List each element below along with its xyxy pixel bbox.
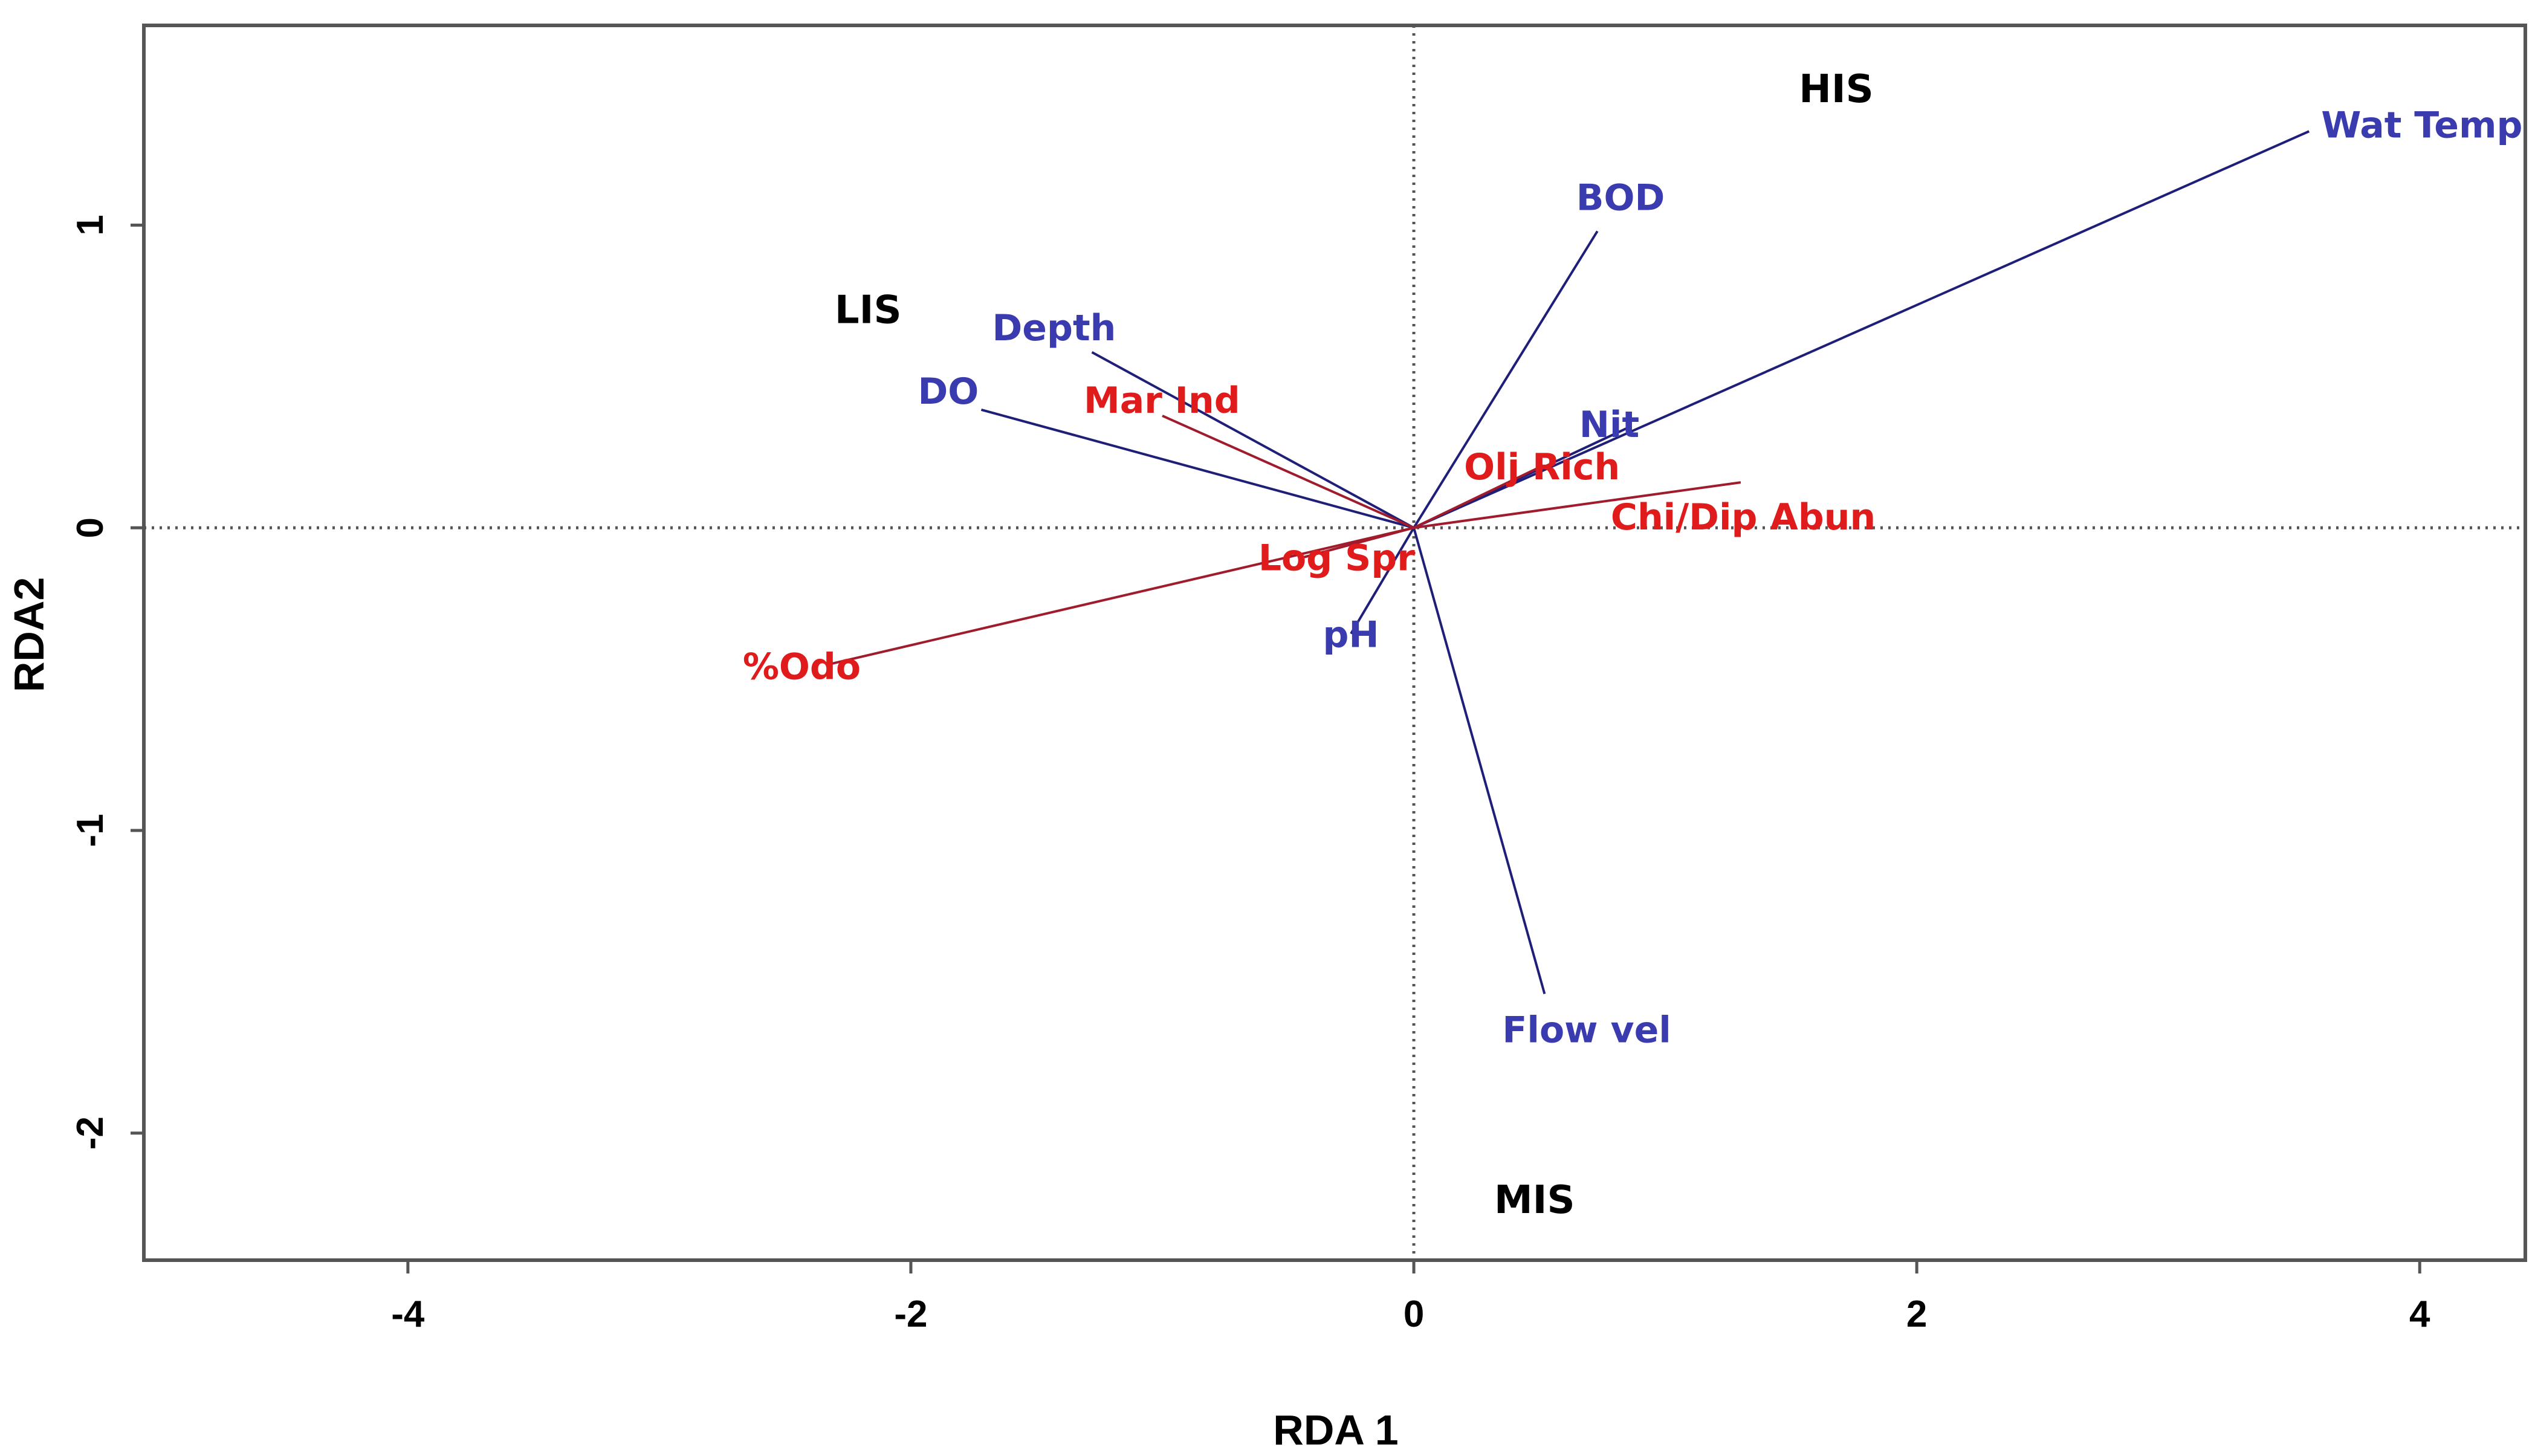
label-wat-temp: Wat Temp xyxy=(2321,104,2522,146)
vector--odo xyxy=(830,526,1414,665)
biplot-labels: Wat Temp BOD Depth DO Flow vel Nit pH Mar Ind %O… xyxy=(743,104,2523,1051)
vector-bod xyxy=(1413,230,1599,529)
x-tick-label: -2 xyxy=(894,1293,927,1335)
x-tick-label: 0 xyxy=(1403,1293,1424,1335)
vector-depth xyxy=(1091,351,1415,529)
vector-mar-ind xyxy=(1162,415,1414,529)
x-tick-label: -4 xyxy=(391,1293,425,1335)
label-do: DO xyxy=(918,370,979,413)
label-log-spr: Log Spr xyxy=(1258,537,1415,579)
x-tick-label: 4 xyxy=(2409,1293,2430,1335)
vector-olj-rich xyxy=(1413,466,1540,529)
y-axis-title: RDA2 xyxy=(5,577,53,693)
y-tick-label: 1 xyxy=(70,215,111,235)
x-tick-label: 2 xyxy=(1906,1293,1927,1335)
label-depth: Depth xyxy=(992,307,1116,349)
label-chi-dip-abun: Chi/Dip Abun xyxy=(1611,496,1876,539)
label-flow-vel: Flow vel xyxy=(1502,1009,1671,1051)
vector-wat-temp xyxy=(1413,130,2310,529)
label-mar-ind: Mar Ind xyxy=(1084,380,1240,422)
y-axis-ticks: -2 -1 0 1 xyxy=(70,215,144,1150)
site-labels: HIS LIS MIS xyxy=(835,67,1874,1223)
vector-log-spr xyxy=(1300,526,1414,560)
vector-do xyxy=(980,409,1414,529)
vector-ph xyxy=(1350,527,1415,635)
label-ph: pH xyxy=(1323,613,1379,656)
vector-flow-vel xyxy=(1413,527,1546,994)
x-axis-title: RDA 1 xyxy=(1273,1406,1398,1454)
site-his: HIS xyxy=(1799,67,1873,112)
y-tick-label: -1 xyxy=(70,814,111,847)
plot-frame xyxy=(142,24,2527,1262)
label-nit: Nit xyxy=(1579,404,1639,446)
site-lis: LIS xyxy=(835,288,902,333)
y-tick-label: 0 xyxy=(70,517,111,538)
label-olj-rich: Olj Rich xyxy=(1464,446,1620,488)
label--odo: %Odo xyxy=(743,646,861,688)
site-mis: MIS xyxy=(1494,1178,1575,1223)
label-bod: BOD xyxy=(1576,177,1665,219)
x-axis-ticks: -4 -2 0 2 4 xyxy=(391,1260,2430,1335)
vector-chi-dip-abun xyxy=(1413,481,1741,529)
y-tick-label: -2 xyxy=(70,1116,111,1150)
biplot-vectors xyxy=(830,130,2310,994)
